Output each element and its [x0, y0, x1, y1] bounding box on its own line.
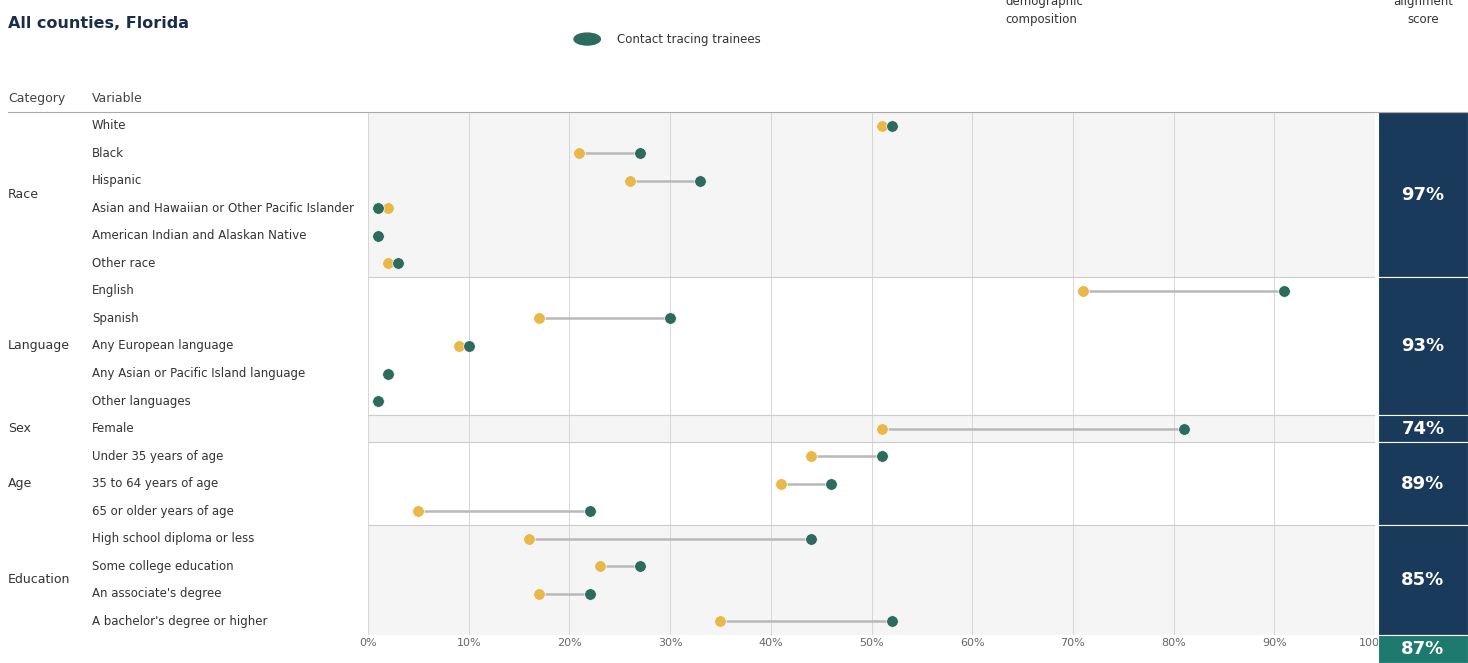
- Point: [871, 423, 894, 434]
- Text: A bachelor's degree or higher: A bachelor's degree or higher: [92, 615, 267, 628]
- Point: [367, 203, 390, 213]
- Point: [1072, 286, 1095, 296]
- Point: [578, 588, 602, 599]
- Text: Contact tracing trainees: Contact tracing trainees: [617, 32, 760, 46]
- Point: [578, 506, 602, 516]
- Text: An associate's degree: An associate's degree: [92, 587, 222, 600]
- Point: [376, 368, 399, 379]
- Text: Asian and Hawaiian or Other Pacific Islander: Asian and Hawaiian or Other Pacific Isla…: [92, 202, 354, 215]
- Point: [769, 478, 793, 489]
- Text: Other race: Other race: [92, 257, 156, 270]
- Text: Under 35 years of age: Under 35 years of age: [92, 450, 223, 463]
- Text: White: White: [92, 119, 126, 132]
- Point: [386, 258, 410, 269]
- Point: [658, 313, 681, 324]
- Text: Education: Education: [7, 573, 70, 587]
- Point: [628, 148, 652, 158]
- Text: 97%: 97%: [1402, 186, 1445, 204]
- Text: American Indian and Alaskan Native: American Indian and Alaskan Native: [92, 229, 307, 243]
- Point: [819, 478, 843, 489]
- Point: [367, 396, 390, 406]
- Point: [527, 313, 550, 324]
- Text: All counties, Florida: All counties, Florida: [7, 16, 189, 31]
- Text: 65 or older years of age: 65 or older years of age: [92, 505, 233, 518]
- Text: Other languages: Other languages: [92, 394, 191, 408]
- Text: Spanish: Spanish: [92, 312, 138, 325]
- Point: [800, 533, 824, 544]
- Point: [879, 121, 903, 131]
- Point: [376, 258, 399, 269]
- Text: Category: Category: [7, 92, 65, 105]
- Point: [800, 451, 824, 461]
- Text: Some college education: Some college education: [92, 560, 233, 573]
- Text: 35 to 64 years of age: 35 to 64 years of age: [92, 477, 219, 490]
- Text: Hispanic: Hispanic: [92, 174, 142, 188]
- Point: [517, 533, 540, 544]
- Text: English: English: [92, 284, 135, 298]
- Text: 89%: 89%: [1402, 475, 1445, 493]
- Point: [587, 561, 611, 572]
- Point: [871, 121, 894, 131]
- Text: composition: composition: [1006, 13, 1078, 27]
- Point: [407, 506, 430, 516]
- Text: Sex: Sex: [7, 422, 31, 435]
- Text: Any European language: Any European language: [92, 339, 233, 353]
- Point: [527, 588, 550, 599]
- Point: [457, 341, 480, 351]
- Text: score: score: [1408, 13, 1439, 27]
- Point: [367, 231, 390, 241]
- Bar: [368, 112, 1376, 277]
- Text: 93%: 93%: [1402, 337, 1445, 355]
- Point: [367, 231, 390, 241]
- Text: Age: Age: [7, 477, 32, 490]
- Point: [367, 396, 390, 406]
- Point: [376, 203, 399, 213]
- Bar: [368, 442, 1376, 525]
- Text: Black: Black: [92, 147, 123, 160]
- Point: [688, 176, 712, 186]
- Bar: [368, 415, 1376, 442]
- Text: 87%: 87%: [1402, 640, 1445, 658]
- Text: High school diploma or less: High school diploma or less: [92, 532, 254, 545]
- Text: demographic: demographic: [1006, 0, 1083, 8]
- Point: [628, 561, 652, 572]
- Bar: [368, 277, 1376, 415]
- Point: [1273, 286, 1296, 296]
- Text: Any Asian or Pacific Island language: Any Asian or Pacific Island language: [92, 367, 305, 380]
- Point: [879, 616, 903, 627]
- Bar: [368, 525, 1376, 635]
- Point: [709, 616, 733, 627]
- Text: Language: Language: [7, 339, 70, 353]
- Point: [1171, 423, 1195, 434]
- Point: [568, 148, 592, 158]
- Text: alignment: alignment: [1393, 0, 1453, 8]
- Text: Female: Female: [92, 422, 135, 435]
- Text: 85%: 85%: [1402, 571, 1445, 589]
- Text: 74%: 74%: [1402, 420, 1445, 438]
- Text: Variable: Variable: [92, 92, 142, 105]
- Point: [446, 341, 470, 351]
- Point: [871, 451, 894, 461]
- Point: [376, 368, 399, 379]
- Point: [618, 176, 642, 186]
- Text: Race: Race: [7, 188, 40, 201]
